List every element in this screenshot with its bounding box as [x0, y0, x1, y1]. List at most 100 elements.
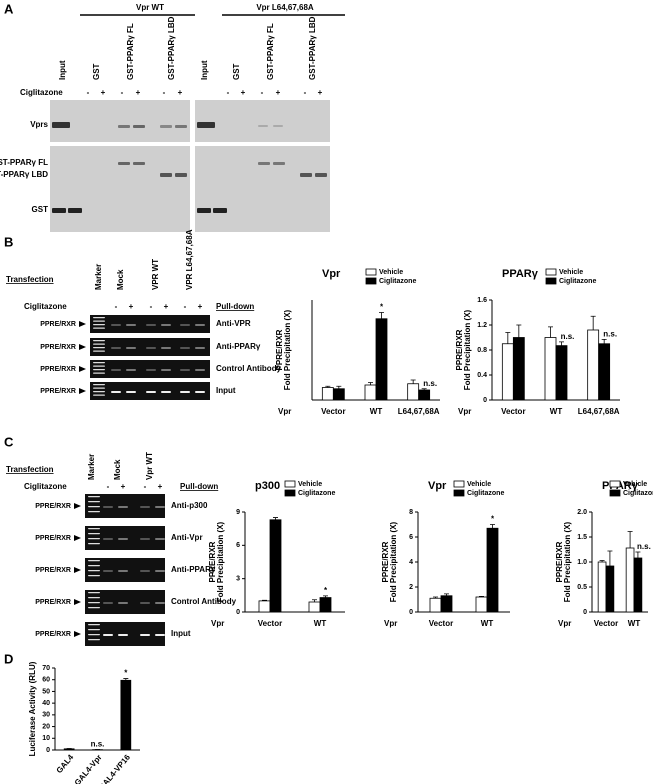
band [126, 324, 136, 326]
y-axis-label: PPRE/RXR [455, 329, 464, 370]
pulldown-row-label: Control Antibody [171, 597, 237, 606]
pulldown-row-label: Input [216, 386, 236, 395]
error-bar [273, 517, 278, 520]
transfection-label: Transfection [6, 465, 54, 474]
y-tick-label: 0 [409, 609, 413, 616]
error-bar [559, 341, 564, 346]
x-axis-label: Vpr [558, 619, 571, 628]
legend-label: Ciglitazone [623, 490, 653, 497]
band [155, 634, 165, 636]
y-tick-label: 2.0 [577, 509, 587, 516]
lane-label: Input [58, 60, 67, 80]
y-tick-label: 10 [42, 735, 50, 742]
y-axis-label: Fold Precipitation (X) [463, 309, 472, 390]
row-label: PPRE/RXR [35, 503, 71, 510]
band [140, 570, 150, 572]
x-tick-label: Vector [258, 619, 282, 628]
bar [332, 388, 345, 401]
legend-swatch [284, 489, 296, 497]
band [195, 347, 205, 349]
error-bar [599, 560, 605, 562]
bar [625, 547, 635, 613]
row-label: PPRE/RXR [35, 599, 71, 606]
bar [258, 600, 271, 613]
band [161, 347, 171, 349]
band [93, 324, 105, 326]
band [88, 543, 100, 545]
error-bar [325, 385, 331, 388]
band [180, 369, 190, 371]
pulldown-row-label: Input [171, 629, 191, 638]
bar [597, 561, 607, 613]
band [273, 162, 285, 165]
band [258, 162, 270, 165]
sign: - [261, 88, 264, 97]
y-tick-label: 1.6 [477, 297, 487, 304]
bar [321, 387, 334, 401]
band [93, 362, 105, 364]
legend-label: Vehicle [559, 269, 583, 276]
error-bar [607, 550, 613, 566]
error-bar [433, 596, 438, 599]
error-bar [336, 385, 342, 389]
bar [486, 527, 499, 613]
y-axis-label: Fold Precipitation (X) [389, 521, 398, 602]
x-tick-label: L64,67,68A [578, 407, 620, 416]
band [111, 324, 121, 326]
y-tick-label: 0.4 [477, 372, 487, 379]
band [88, 538, 100, 540]
annotation: * [324, 586, 328, 595]
y-axis-label: PPRE/RXR [275, 329, 284, 370]
y-tick-label: 4 [409, 559, 413, 566]
x-tick-label: GAL4-VP16 [97, 752, 132, 784]
band [140, 538, 150, 540]
band [88, 602, 100, 604]
band [118, 125, 130, 128]
band [93, 320, 105, 322]
legend-label: Ciglitazone [559, 278, 596, 285]
bar [375, 318, 388, 401]
y-tick-label: 40 [42, 700, 50, 707]
arrow [74, 567, 81, 573]
band [160, 173, 172, 177]
band [160, 125, 172, 128]
row-label: GST-PPARγ FL [0, 158, 48, 167]
band [300, 173, 312, 177]
band [93, 347, 105, 349]
band [88, 624, 100, 626]
annotation: n.s. [423, 379, 437, 388]
gel [195, 100, 330, 142]
bar [633, 557, 643, 613]
y-tick-label: 2 [409, 584, 413, 591]
sign: - [115, 302, 118, 311]
gel [50, 146, 190, 232]
x-tick-label: WT [370, 407, 383, 416]
legend-swatch [545, 277, 557, 285]
band [195, 369, 205, 371]
error-bar [635, 551, 641, 558]
lane-label: GST-PPARγ FL [266, 23, 275, 80]
y-tick-label: 0 [483, 397, 487, 404]
sign: - [304, 88, 307, 97]
y-tick-label: 8 [409, 509, 413, 516]
y-axis-label: PPRE/RXR [381, 541, 390, 582]
band [140, 506, 150, 508]
band [180, 324, 190, 326]
lane-label: GST [92, 63, 101, 80]
band [146, 347, 156, 349]
pulldown-row-label: Anti-Vpr [171, 533, 203, 542]
band [103, 570, 113, 572]
x-tick-label: WT [628, 619, 641, 628]
band [315, 173, 327, 177]
annotation: * [380, 303, 384, 312]
band [93, 343, 105, 345]
band [155, 570, 165, 572]
treatment-label: Ciglitazone [20, 88, 63, 97]
band [88, 511, 100, 513]
row-label: PPRE/RXR [40, 388, 76, 395]
band [88, 528, 100, 530]
band [273, 125, 283, 127]
band [93, 369, 105, 371]
x-tick-label: Vector [594, 619, 618, 628]
sign: + [241, 88, 246, 97]
